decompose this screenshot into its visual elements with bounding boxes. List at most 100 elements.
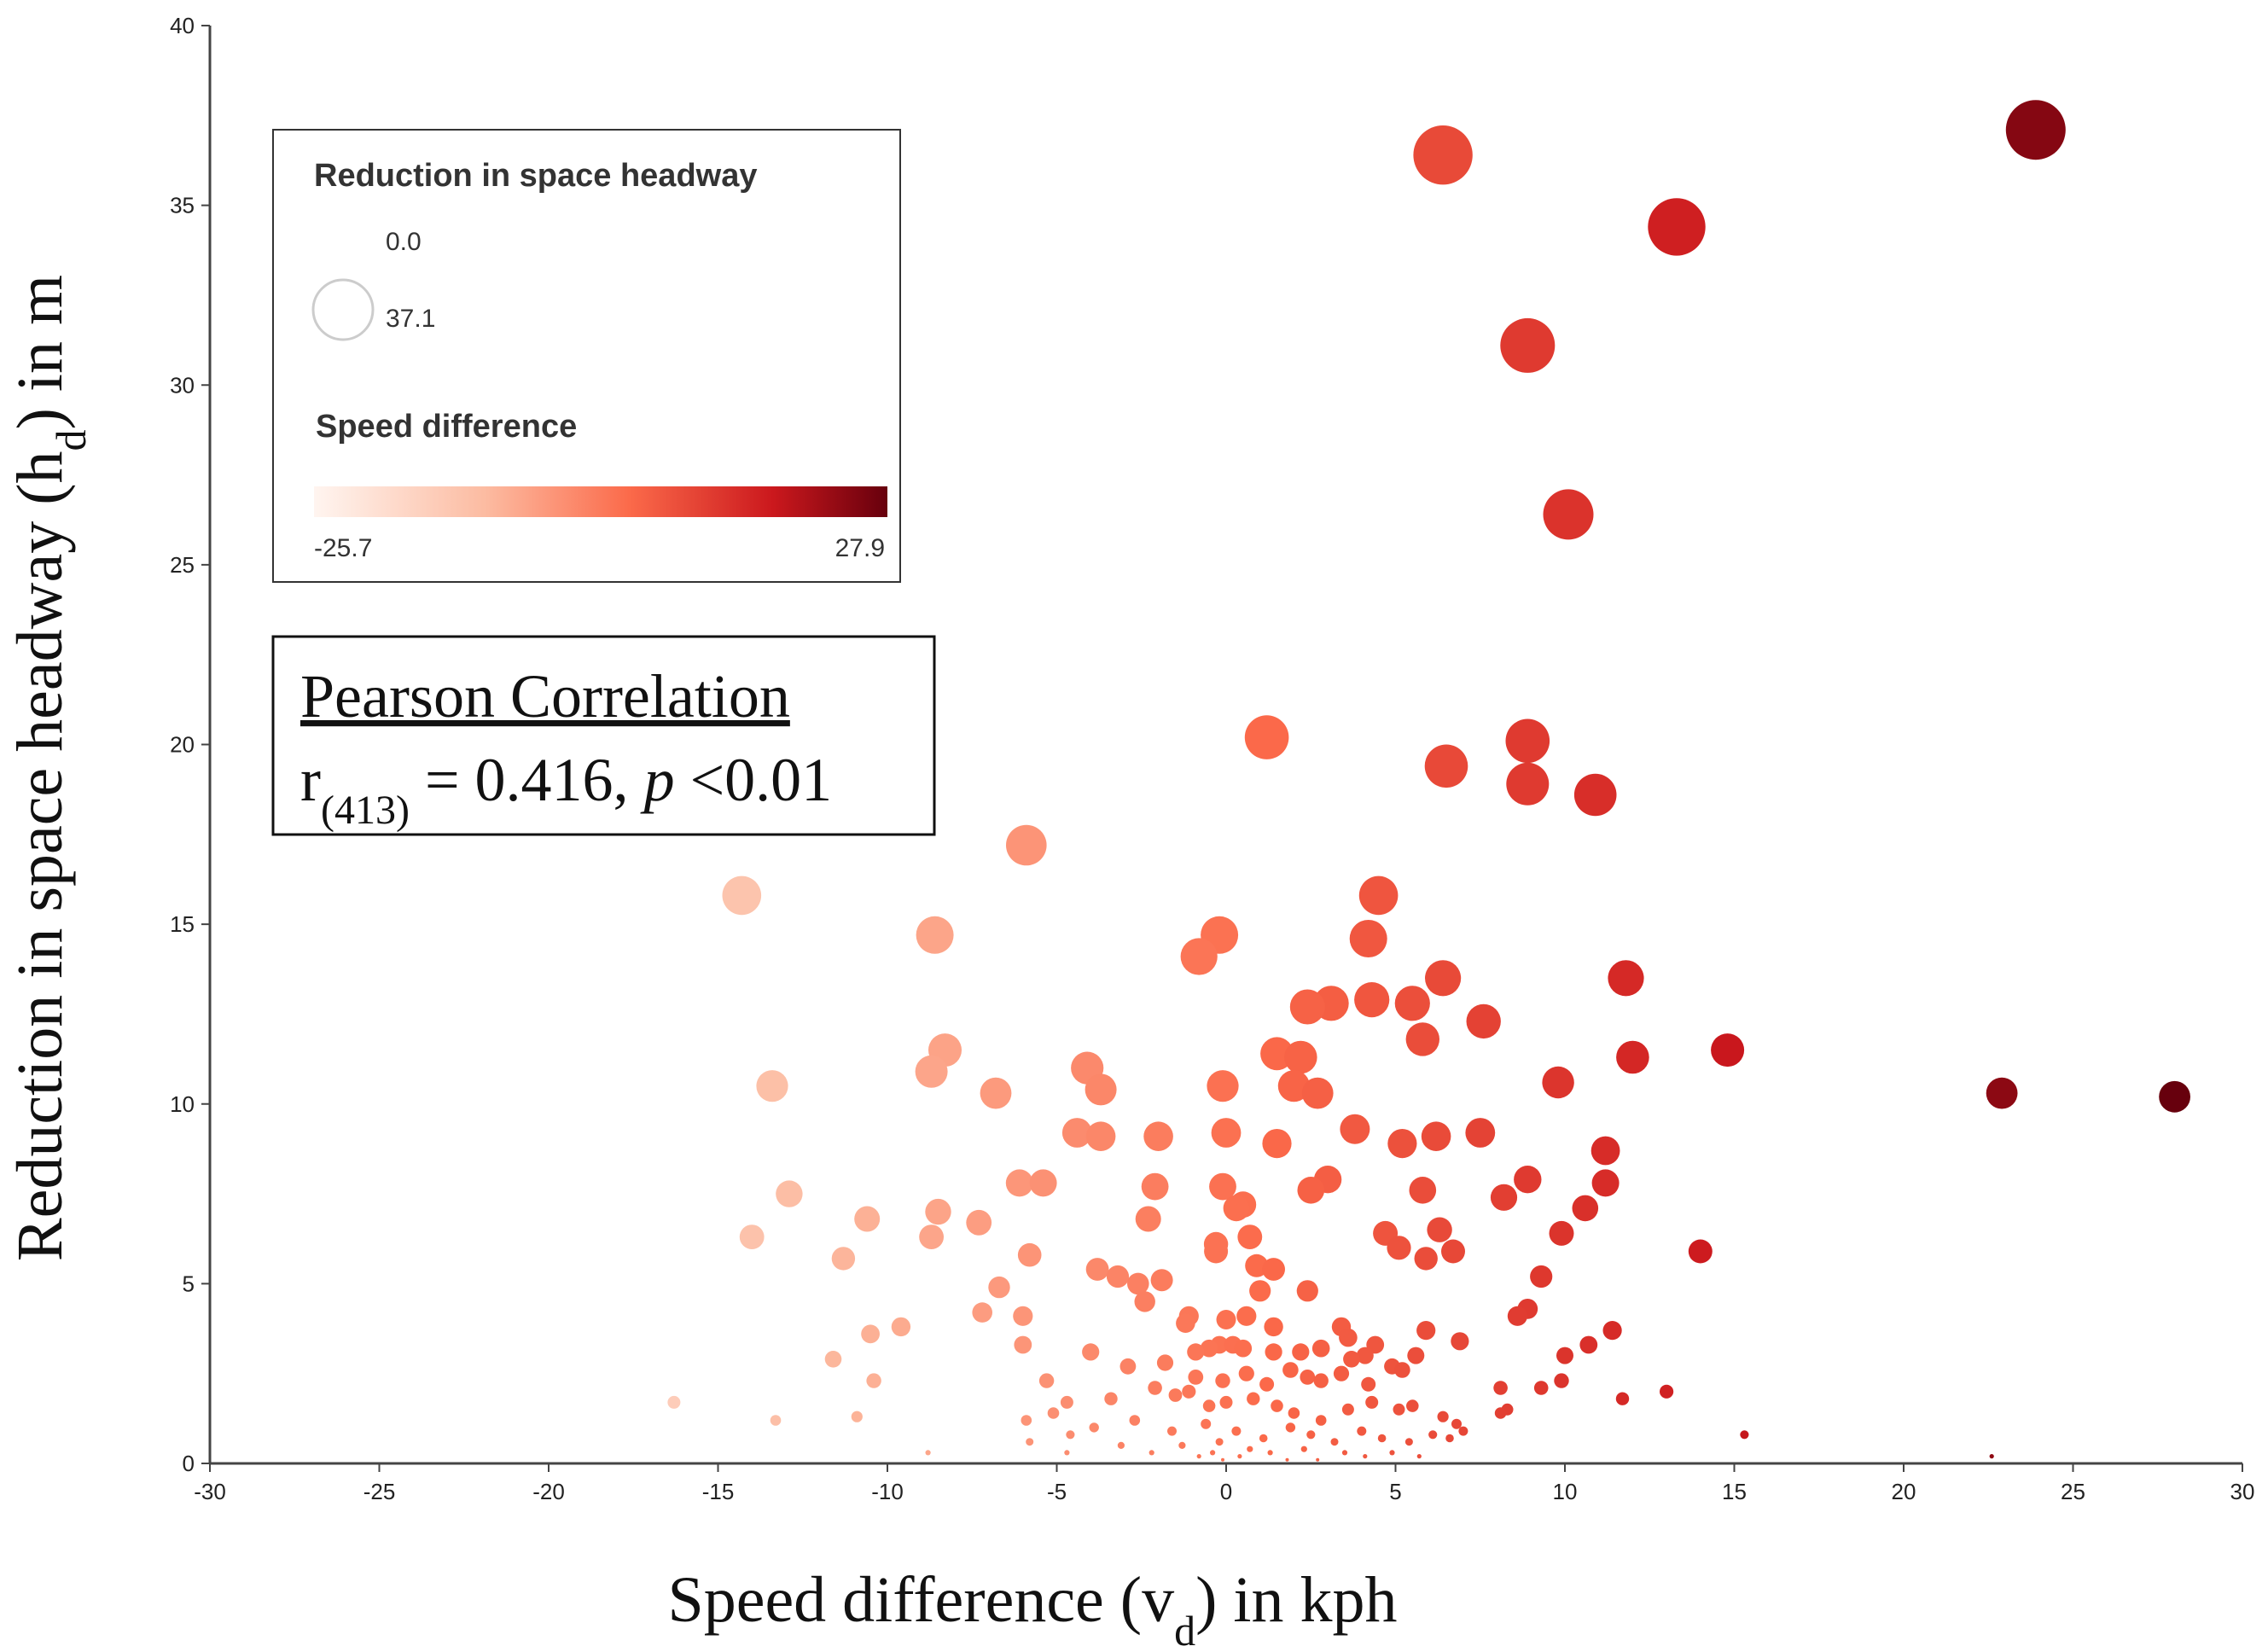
- x-tick-label: 30: [2230, 1479, 2255, 1504]
- data-point: [1288, 1407, 1300, 1419]
- x-tick-label: 5: [1389, 1479, 1401, 1504]
- data-point: [1292, 1343, 1310, 1361]
- data-point: [1234, 1339, 1253, 1358]
- data-point: [1505, 718, 1550, 764]
- data-point: [1416, 1321, 1436, 1341]
- data-point: [1507, 1306, 1527, 1326]
- data-point: [1349, 920, 1387, 957]
- data-point: [1363, 1454, 1368, 1459]
- x-tick-label: -5: [1047, 1479, 1067, 1504]
- data-point: [1648, 198, 1706, 256]
- data-point: [1315, 1415, 1327, 1426]
- data-point: [1180, 938, 1218, 975]
- data-point: [1389, 1450, 1395, 1456]
- data-point: [776, 1180, 803, 1207]
- data-point: [1187, 1343, 1205, 1361]
- data-point: [1543, 489, 1594, 540]
- correlation-title: Pearson Correlation: [300, 662, 790, 730]
- data-point: [1579, 1335, 1598, 1354]
- data-point: [1119, 1358, 1137, 1375]
- data-point: [1425, 960, 1462, 997]
- data-point: [1301, 1077, 1334, 1109]
- x-axis-title: Speed difference (vd) in kph: [667, 1564, 1397, 1652]
- x-tick-label: 25: [2061, 1479, 2085, 1504]
- data-point: [1421, 1121, 1451, 1151]
- data-point: [1060, 1395, 1073, 1409]
- y-tick-label: 10: [170, 1091, 195, 1117]
- data-point: [1202, 1399, 1216, 1412]
- data-point: [1026, 1438, 1034, 1446]
- data-point: [1264, 1317, 1283, 1337]
- data-point: [1061, 1118, 1092, 1148]
- data-point: [739, 1224, 765, 1249]
- data-point: [891, 1317, 911, 1337]
- data-point: [1490, 1184, 1518, 1211]
- data-point: [1196, 1454, 1201, 1459]
- data-point: [1223, 1195, 1250, 1222]
- data-point: [1986, 1077, 2018, 1109]
- data-point: [1134, 1291, 1155, 1312]
- data-point: [1204, 1239, 1229, 1264]
- data-point: [1316, 1457, 1320, 1462]
- data-point: [1406, 1399, 1419, 1412]
- data-point: [1365, 1395, 1379, 1409]
- data-point: [1156, 1354, 1174, 1371]
- data-point: [1615, 1392, 1630, 1405]
- data-point: [1127, 1272, 1149, 1295]
- data-point: [1249, 1280, 1271, 1302]
- data-point: [1244, 715, 1289, 759]
- data-point: [1602, 1321, 1622, 1341]
- data-point: [1289, 989, 1325, 1025]
- data-point: [1297, 1177, 1325, 1204]
- data-point: [1238, 1365, 1254, 1382]
- legend-size-min-label: 0.0: [386, 228, 422, 256]
- data-point: [1210, 1450, 1216, 1456]
- data-point: [1089, 1422, 1099, 1433]
- data-point: [1341, 1450, 1348, 1456]
- data-point: [1414, 1247, 1438, 1271]
- data-point: [1361, 1376, 1376, 1392]
- data-point: [1573, 773, 1617, 817]
- data-point: [1247, 1446, 1253, 1452]
- data-point: [1300, 1446, 1307, 1452]
- data-point: [1572, 1195, 1599, 1222]
- y-tick-label: 35: [170, 193, 195, 218]
- data-point: [1215, 1373, 1230, 1388]
- correlation-frame: [271, 635, 936, 836]
- data-point: [1416, 1454, 1422, 1459]
- data-point: [972, 1302, 992, 1323]
- y-tick-label: 25: [170, 552, 195, 578]
- data-point: [861, 1324, 880, 1344]
- y-tick-label: 15: [170, 911, 195, 937]
- data-point: [1188, 1370, 1204, 1385]
- data-point: [925, 1450, 931, 1456]
- data-point: [1148, 1381, 1162, 1395]
- data-point: [1064, 1450, 1070, 1456]
- data-point: [1247, 1392, 1260, 1405]
- data-point: [1740, 1430, 1749, 1440]
- data-point: [1117, 1441, 1125, 1449]
- data-point: [1267, 1450, 1273, 1456]
- legend-color-max-label: 27.9: [835, 534, 885, 562]
- data-point: [1135, 1206, 1161, 1232]
- data-point: [1201, 1418, 1212, 1429]
- data-point: [1262, 1129, 1292, 1159]
- x-tick-label: 10: [1553, 1479, 1578, 1504]
- x-tick-label: 15: [1722, 1479, 1747, 1504]
- y-tick-label: 5: [183, 1271, 195, 1296]
- x-tick-label: 20: [1892, 1479, 1916, 1504]
- data-point: [1405, 1022, 1440, 1056]
- data-point: [1407, 1347, 1425, 1364]
- data-point: [1282, 1362, 1299, 1378]
- data-point: [1149, 1450, 1154, 1456]
- data-point: [1340, 1114, 1370, 1144]
- data-point: [2159, 1080, 2191, 1113]
- legend-colorbar: [314, 486, 887, 517]
- data-point: [1168, 1388, 1183, 1402]
- data-point: [916, 916, 954, 954]
- data-point: [1013, 1306, 1033, 1326]
- y-tick-label: 30: [170, 372, 195, 398]
- data-point: [1017, 1242, 1042, 1267]
- data-point: [667, 1395, 681, 1409]
